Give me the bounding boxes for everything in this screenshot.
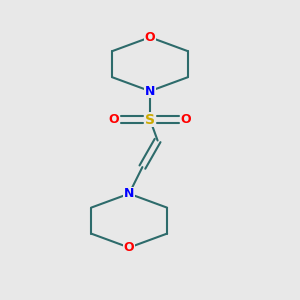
Text: O: O bbox=[109, 113, 119, 126]
Text: S: S bbox=[145, 112, 155, 127]
Text: N: N bbox=[124, 187, 134, 200]
Text: N: N bbox=[145, 85, 155, 98]
Text: O: O bbox=[124, 241, 134, 254]
Text: O: O bbox=[145, 31, 155, 44]
Text: O: O bbox=[181, 113, 191, 126]
